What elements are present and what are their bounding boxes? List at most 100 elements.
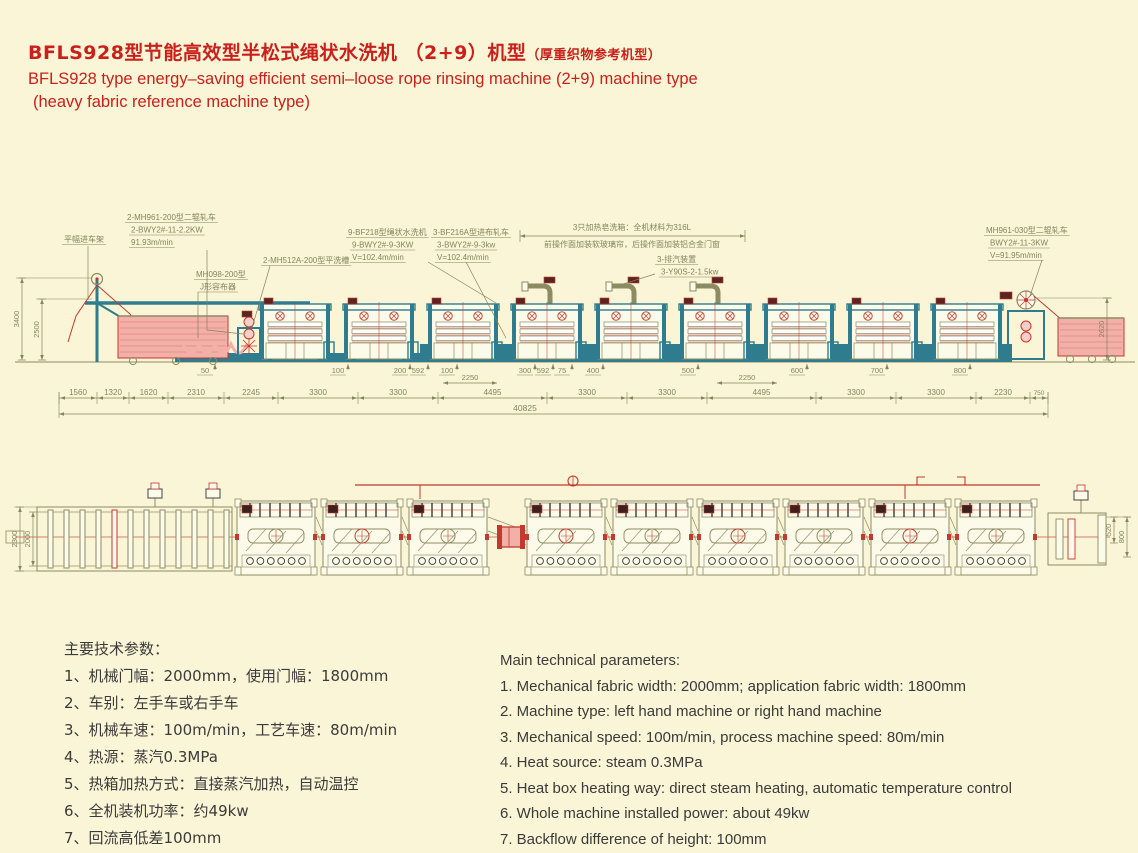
machine-label-text: 91.93m/min xyxy=(131,238,173,247)
plan-connector xyxy=(863,530,871,546)
param-line-zh: 2、车别：左手车或右手车 xyxy=(64,694,239,712)
plan-hatch xyxy=(813,530,835,554)
plan-joint-mark xyxy=(525,534,529,540)
vertical-dimension: 3400 xyxy=(12,311,21,328)
dim-arrow xyxy=(408,364,412,369)
machine-label-text: 3-排汽装置 xyxy=(657,254,696,264)
dim-arrow xyxy=(272,396,277,400)
sight-glass xyxy=(305,311,315,321)
plan-hatch xyxy=(1005,532,1025,554)
washing-box xyxy=(743,297,836,361)
drawing-shape xyxy=(327,554,397,568)
small-dimension: 600 xyxy=(791,366,804,375)
box-post xyxy=(662,304,666,359)
plan-motor-cap xyxy=(1076,484,1086,492)
chain-dimension: 1560 xyxy=(69,388,87,397)
param-line-en: 2. Machine type: left hand machine or ri… xyxy=(500,703,882,720)
dim-arrow xyxy=(1043,412,1048,416)
plan-flange xyxy=(696,566,704,576)
dim-arrow xyxy=(1125,552,1129,557)
drawing-shape xyxy=(413,554,483,568)
box-post xyxy=(260,304,264,359)
chain-dimension: 3300 xyxy=(927,388,945,397)
label-leader xyxy=(251,265,271,329)
plan-connector xyxy=(691,530,699,546)
plan-flange xyxy=(1030,566,1038,576)
plan-hatch xyxy=(245,528,267,552)
params-en: Main technical parameters: 1. Mechanical… xyxy=(500,648,1012,852)
plan-hatch xyxy=(727,530,749,554)
dim-arrow xyxy=(91,396,96,400)
small-dimension: 100 xyxy=(332,366,345,375)
plan-port xyxy=(266,557,275,565)
dim-arrow xyxy=(548,396,553,400)
plan-joint-mark xyxy=(947,534,951,540)
box-post xyxy=(512,304,516,359)
motor xyxy=(851,297,862,305)
machine-label-scray: MH098-200型 J形容布器 xyxy=(194,270,248,338)
chain-dimension: 3300 xyxy=(309,388,327,397)
plan-port xyxy=(708,557,716,565)
machine-label-text: 3-Y90S-2-1.5kw xyxy=(661,268,719,277)
elevation-drawing: 平幅进车架 2-MH961-200型二辊轧车 2-BWY2#-11-2.2KW 91.… xyxy=(12,212,1135,418)
plan-flange xyxy=(310,566,318,576)
plan-roller xyxy=(159,509,166,569)
plan-port xyxy=(674,557,682,565)
plan-joint-mark xyxy=(235,534,239,540)
param-line-zh: 1、机械门幅：2000mm，使用门幅：1800mm xyxy=(64,667,389,685)
drawing-shape xyxy=(948,312,956,320)
drawing-shape xyxy=(390,312,398,320)
cart-wheel xyxy=(128,356,138,366)
plan-port xyxy=(976,557,985,565)
machine-label-text: J形容布器 xyxy=(200,282,236,292)
box-post xyxy=(344,304,348,359)
plan-joint-mark xyxy=(1033,534,1037,540)
plan-roller xyxy=(143,509,150,569)
param-line-zh: 6、全机装机功率：约49kw xyxy=(64,802,249,820)
box-post xyxy=(680,304,684,359)
plan-port xyxy=(825,557,834,565)
label-leader xyxy=(206,250,244,335)
drawing-shape xyxy=(780,312,788,320)
plan-hatch xyxy=(285,532,305,554)
params-zh-heading: 主要技术参数： xyxy=(64,640,170,658)
dim-arrow xyxy=(443,381,448,385)
small-dimension: 400 xyxy=(587,366,600,375)
exhaust-flange xyxy=(521,281,529,292)
soap-note-1: 3只加热皂洗箱：全机材料为316L xyxy=(573,222,692,232)
plan-hatch xyxy=(747,532,767,554)
small-dimension: 500 xyxy=(682,366,695,375)
page-title-en-2: (heavy fabric reference machine type) xyxy=(33,93,310,111)
param-line-en: 1. Mechanical fabric width: 2000mm; appl… xyxy=(500,677,967,695)
drawing-shape xyxy=(402,359,406,362)
machine-label-text: MH961-030型二辊轧车 xyxy=(986,225,1068,235)
cart-wheel xyxy=(1065,354,1075,364)
washing-box xyxy=(323,297,416,362)
dim-arrow xyxy=(805,364,809,369)
inter-stand xyxy=(659,341,671,361)
machine-label-text: 2-BWY2#-11-2.2KW xyxy=(131,226,203,235)
plan-port xyxy=(536,557,544,565)
plan-port xyxy=(1007,557,1016,565)
drawing-shape xyxy=(703,554,773,568)
total-dimension: 40825 xyxy=(513,403,537,413)
dim-arrow xyxy=(520,234,525,238)
plan-port xyxy=(546,557,555,565)
plan-roller xyxy=(95,509,102,569)
plan-hatch xyxy=(879,528,901,552)
small-dimension: 300 xyxy=(519,366,532,375)
chain-dimension: 4495 xyxy=(753,388,771,397)
machine-label-text: 3-BF216A型进布轧车 xyxy=(433,227,509,237)
drawing-shape xyxy=(36,565,233,572)
plan-port xyxy=(846,557,854,565)
plan-connector xyxy=(691,516,699,532)
chain-dimension: 3300 xyxy=(847,388,865,397)
chain-dimension: 2245 xyxy=(242,388,260,397)
dim-arrow xyxy=(1105,298,1109,303)
plan-port xyxy=(653,557,662,565)
plan-joint-mark xyxy=(689,534,693,540)
drawing-shape xyxy=(905,530,915,542)
washing-box xyxy=(258,297,332,362)
dim-arrow xyxy=(1024,396,1029,400)
soap-note-2: 前操作面加装软玻璃帘，后操作面加装铝合金门窗 xyxy=(544,239,720,249)
